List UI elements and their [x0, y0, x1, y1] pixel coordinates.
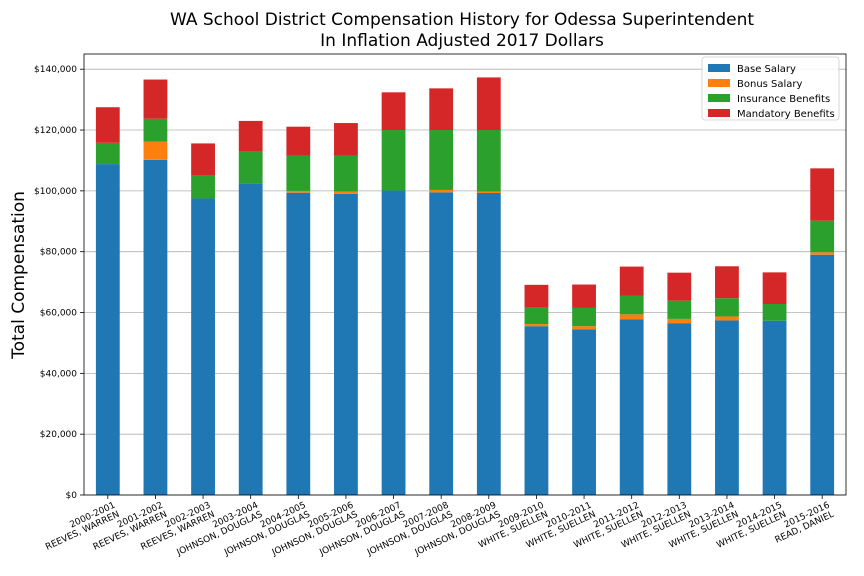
legend-swatch — [708, 64, 730, 72]
bar-mandatory-benefits — [191, 143, 215, 176]
bar-insurance-benefits — [191, 175, 215, 199]
bar-mandatory-benefits — [143, 79, 168, 119]
y-axis-label: Total Compensation — [9, 191, 29, 360]
bar-mandatory-benefits — [381, 92, 406, 131]
bar-bonus-salary — [524, 324, 549, 327]
bar-bonus-salary — [572, 326, 596, 330]
bar-mandatory-benefits — [286, 126, 311, 156]
legend-label: Bonus Salary — [737, 79, 803, 90]
bar-insurance-benefits — [143, 118, 168, 142]
y-tick-label: $140,000 — [34, 65, 77, 75]
y-tick-label: $40,000 — [40, 369, 77, 379]
bar-bonus-salary — [810, 252, 835, 255]
bar-base-salary — [476, 192, 501, 495]
bar-base-salary — [762, 320, 787, 495]
bar-bonus-salary — [143, 141, 168, 160]
bar-insurance-benefits — [429, 130, 454, 190]
bar-base-salary — [619, 319, 644, 495]
bar-mandatory-benefits — [476, 77, 501, 131]
bar-base-salary — [238, 183, 263, 496]
bar-insurance-benefits — [667, 300, 692, 319]
bar-base-salary — [524, 326, 549, 495]
bar-insurance-benefits — [476, 130, 501, 192]
y-tick-label: $100,000 — [34, 187, 77, 197]
bar-mandatory-benefits — [715, 266, 739, 299]
bar-mandatory-benefits — [238, 120, 263, 152]
bar-mandatory-benefits — [762, 272, 787, 305]
bar-insurance-benefits — [715, 298, 739, 317]
chart-title: WA School District Compensation History … — [170, 10, 754, 30]
bar-mandatory-benefits — [810, 168, 835, 221]
bar-insurance-benefits — [619, 295, 644, 315]
bar-base-salary — [95, 164, 120, 495]
bar-base-salary — [715, 320, 739, 495]
bar-bonus-salary — [334, 191, 358, 194]
bar-base-salary — [381, 190, 406, 496]
bar-mandatory-benefits — [667, 272, 692, 301]
x-ticks: 2000-2001REEVES, WARREN2001-2002REEVES, … — [44, 495, 836, 559]
y-ticks: $0 $20,000 $40,000 $60,000 $80,000 $100,000 $1… — [34, 65, 84, 501]
bars — [95, 77, 835, 496]
axes — [83, 53, 847, 496]
bar-base-salary — [143, 159, 168, 495]
bar-insurance-benefits — [810, 220, 835, 253]
bar-mandatory-benefits — [524, 284, 549, 308]
legend-box — [701, 56, 840, 121]
bar-mandatory-benefits — [95, 107, 120, 143]
legend-label: Mandatory Benefits — [737, 109, 835, 120]
bar-mandatory-benefits — [429, 88, 454, 131]
bar-insurance-benefits — [572, 307, 596, 327]
bar-insurance-benefits — [524, 307, 549, 325]
bar-bonus-salary — [476, 191, 501, 193]
plot-frame — [83, 53, 847, 496]
bar-mandatory-benefits — [572, 284, 596, 308]
legend-label: Insurance Benefits — [737, 94, 830, 105]
bar-base-salary — [429, 192, 454, 495]
bar-insurance-benefits — [381, 130, 406, 191]
y-tick-label: $60,000 — [40, 309, 77, 319]
y-tick-label: $20,000 — [40, 430, 77, 440]
y-tick-label: $0 — [66, 491, 78, 501]
bar-bonus-salary — [619, 314, 644, 320]
bar-insurance-benefits — [238, 151, 263, 184]
bar-insurance-benefits — [762, 304, 787, 321]
legend-label: Base Salary — [737, 64, 796, 75]
bar-bonus-salary — [667, 318, 692, 324]
y-tick-label: $120,000 — [34, 126, 77, 136]
bar-bonus-salary — [429, 189, 454, 193]
bar-base-salary — [810, 254, 835, 495]
bar-base-salary — [572, 329, 596, 495]
bar-insurance-benefits — [95, 142, 120, 165]
bar-base-salary — [286, 192, 311, 495]
legend: Base Salary Bonus Salary Insurance Benefit… — [701, 56, 840, 121]
bar-base-salary — [334, 193, 358, 495]
y-tick-label: $80,000 — [40, 248, 77, 258]
bar-bonus-salary — [286, 190, 311, 193]
bar-base-salary — [667, 323, 692, 495]
bar-insurance-benefits — [286, 155, 311, 191]
bar-mandatory-benefits — [619, 266, 644, 296]
bar-base-salary — [191, 198, 215, 495]
bar-insurance-benefits — [334, 155, 358, 192]
bar-bonus-salary — [715, 316, 739, 321]
chart-subtitle: In Inflation Adjusted 2017 Dollars — [320, 31, 604, 51]
legend-swatch — [708, 109, 730, 117]
bar-mandatory-benefits — [334, 123, 358, 156]
legend-swatch — [708, 79, 730, 87]
legend-swatch — [708, 94, 730, 102]
